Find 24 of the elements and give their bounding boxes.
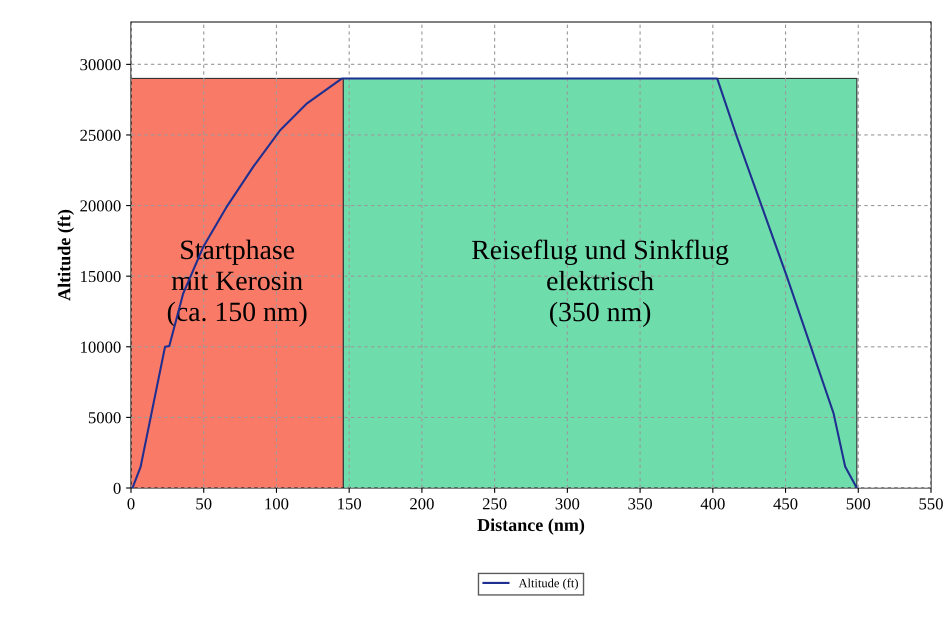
- y-axis-title: Altitude (ft): [58, 210, 74, 301]
- y-tick-label: 5000: [88, 412, 121, 424]
- x-tick-label: 50: [196, 498, 212, 510]
- legend-label: Altitude (ft): [518, 578, 578, 590]
- y-tick-label: 25000: [80, 130, 121, 141]
- x-tick-label: 0: [127, 498, 135, 510]
- y-tick-label: 15000: [81, 270, 121, 282]
- y-tick-label: 10000: [81, 341, 121, 353]
- y-tick-label: 0: [114, 482, 121, 494]
- x-tick-label: 400: [700, 498, 725, 510]
- band-label: Reiseflug und Sinkflug elektrisch (350 nm): [472, 239, 728, 327]
- x-axis-title: Distance (nm): [477, 518, 584, 535]
- x-tick-label: 500: [846, 498, 870, 510]
- x-tick-label: 450: [773, 498, 798, 510]
- x-tick-label: 300: [556, 498, 580, 510]
- x-tick-label: 100: [265, 498, 288, 510]
- x-tick-label: 250: [482, 498, 506, 510]
- y-tick-label: 20000: [80, 200, 121, 212]
- x-tick-label: 150: [338, 498, 362, 510]
- x-tick-label: 350: [628, 498, 652, 510]
- x-tick-label: 200: [410, 498, 434, 510]
- x-tick-label: 550: [919, 498, 943, 510]
- y-tick-label: 30000: [80, 59, 121, 70]
- line-series: [131, 77, 858, 488]
